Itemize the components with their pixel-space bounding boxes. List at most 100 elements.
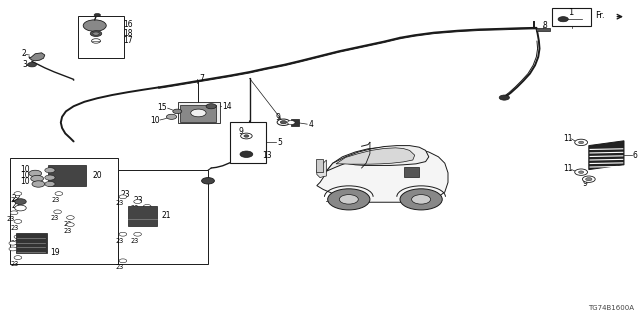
Circle shape bbox=[14, 235, 22, 239]
Bar bbox=[536, 28, 550, 31]
Text: 10: 10 bbox=[20, 177, 30, 186]
Circle shape bbox=[134, 232, 141, 236]
Polygon shape bbox=[589, 141, 624, 170]
Text: 10: 10 bbox=[150, 116, 159, 125]
Polygon shape bbox=[317, 160, 326, 178]
Text: 22: 22 bbox=[12, 201, 21, 210]
Circle shape bbox=[191, 109, 206, 117]
Circle shape bbox=[55, 192, 63, 196]
Text: 2: 2 bbox=[21, 49, 26, 58]
Text: 8: 8 bbox=[543, 21, 547, 30]
Circle shape bbox=[202, 178, 214, 184]
Bar bbox=[118, 170, 208, 264]
Circle shape bbox=[9, 247, 17, 251]
Text: 17: 17 bbox=[124, 36, 133, 45]
Text: 23: 23 bbox=[11, 240, 19, 246]
Circle shape bbox=[575, 139, 588, 146]
Circle shape bbox=[558, 17, 568, 22]
Circle shape bbox=[240, 151, 253, 157]
Circle shape bbox=[14, 220, 22, 223]
Bar bbox=[552, 8, 591, 26]
Text: 23: 23 bbox=[63, 221, 71, 227]
Text: 23: 23 bbox=[133, 196, 143, 204]
Text: 18: 18 bbox=[124, 29, 133, 38]
Text: 14: 14 bbox=[222, 102, 232, 111]
Bar bbox=[178, 102, 220, 123]
Circle shape bbox=[582, 176, 595, 182]
Text: 6: 6 bbox=[633, 150, 638, 160]
Bar bbox=[128, 206, 157, 226]
Text: 16: 16 bbox=[124, 20, 133, 29]
Text: 11: 11 bbox=[563, 134, 573, 143]
Bar bbox=[48, 165, 86, 186]
Circle shape bbox=[45, 175, 55, 180]
Text: 9: 9 bbox=[238, 127, 243, 136]
Bar bbox=[404, 167, 419, 177]
Text: 11: 11 bbox=[563, 164, 573, 173]
Text: 5: 5 bbox=[278, 138, 283, 147]
Text: 10: 10 bbox=[20, 165, 30, 174]
Circle shape bbox=[45, 181, 55, 187]
Text: 23: 23 bbox=[116, 200, 124, 206]
Circle shape bbox=[328, 189, 370, 210]
Circle shape bbox=[10, 211, 18, 215]
Text: 1: 1 bbox=[568, 8, 573, 17]
Text: Fr.: Fr. bbox=[595, 11, 605, 20]
Circle shape bbox=[15, 205, 26, 211]
Circle shape bbox=[400, 189, 442, 210]
Text: 23: 23 bbox=[116, 264, 124, 270]
Circle shape bbox=[499, 95, 509, 100]
Circle shape bbox=[206, 104, 216, 109]
Circle shape bbox=[339, 195, 358, 204]
Polygon shape bbox=[336, 148, 415, 164]
Text: 15: 15 bbox=[157, 103, 166, 112]
Circle shape bbox=[586, 178, 592, 181]
Text: 23: 23 bbox=[51, 215, 58, 221]
Circle shape bbox=[9, 241, 17, 245]
Circle shape bbox=[575, 169, 588, 175]
Circle shape bbox=[134, 200, 141, 204]
Circle shape bbox=[31, 175, 44, 182]
Circle shape bbox=[244, 135, 249, 137]
Text: 23: 23 bbox=[131, 205, 138, 211]
Circle shape bbox=[32, 181, 45, 187]
Circle shape bbox=[277, 119, 290, 125]
Bar bbox=[230, 122, 266, 163]
Text: 9: 9 bbox=[275, 113, 280, 122]
Circle shape bbox=[28, 62, 36, 67]
Circle shape bbox=[287, 121, 295, 124]
Text: 7: 7 bbox=[200, 74, 205, 83]
Circle shape bbox=[119, 195, 127, 199]
Text: 10: 10 bbox=[20, 171, 30, 180]
Text: 22: 22 bbox=[12, 194, 21, 203]
Circle shape bbox=[166, 114, 177, 119]
Circle shape bbox=[143, 204, 151, 208]
Text: 23: 23 bbox=[140, 210, 148, 216]
Text: 20: 20 bbox=[93, 171, 102, 180]
Text: 23: 23 bbox=[52, 197, 60, 203]
Circle shape bbox=[579, 141, 584, 144]
Circle shape bbox=[119, 259, 127, 263]
Circle shape bbox=[173, 109, 182, 114]
Bar bbox=[316, 159, 323, 172]
Circle shape bbox=[280, 121, 287, 124]
Circle shape bbox=[94, 13, 100, 17]
Bar bbox=[10, 158, 118, 264]
Circle shape bbox=[241, 133, 252, 139]
Text: 23: 23 bbox=[11, 225, 19, 231]
Circle shape bbox=[579, 171, 584, 173]
Circle shape bbox=[14, 192, 22, 196]
Circle shape bbox=[29, 170, 42, 177]
Text: 9: 9 bbox=[582, 179, 588, 188]
Text: 23: 23 bbox=[7, 216, 15, 222]
Circle shape bbox=[412, 195, 431, 204]
Circle shape bbox=[14, 256, 22, 260]
Text: 3: 3 bbox=[22, 60, 28, 69]
Circle shape bbox=[90, 31, 102, 36]
Circle shape bbox=[93, 32, 99, 35]
Circle shape bbox=[45, 168, 55, 173]
Text: TG74B1600A: TG74B1600A bbox=[588, 305, 634, 311]
Bar bbox=[180, 105, 216, 122]
Polygon shape bbox=[317, 147, 448, 202]
Text: 23: 23 bbox=[63, 228, 71, 234]
